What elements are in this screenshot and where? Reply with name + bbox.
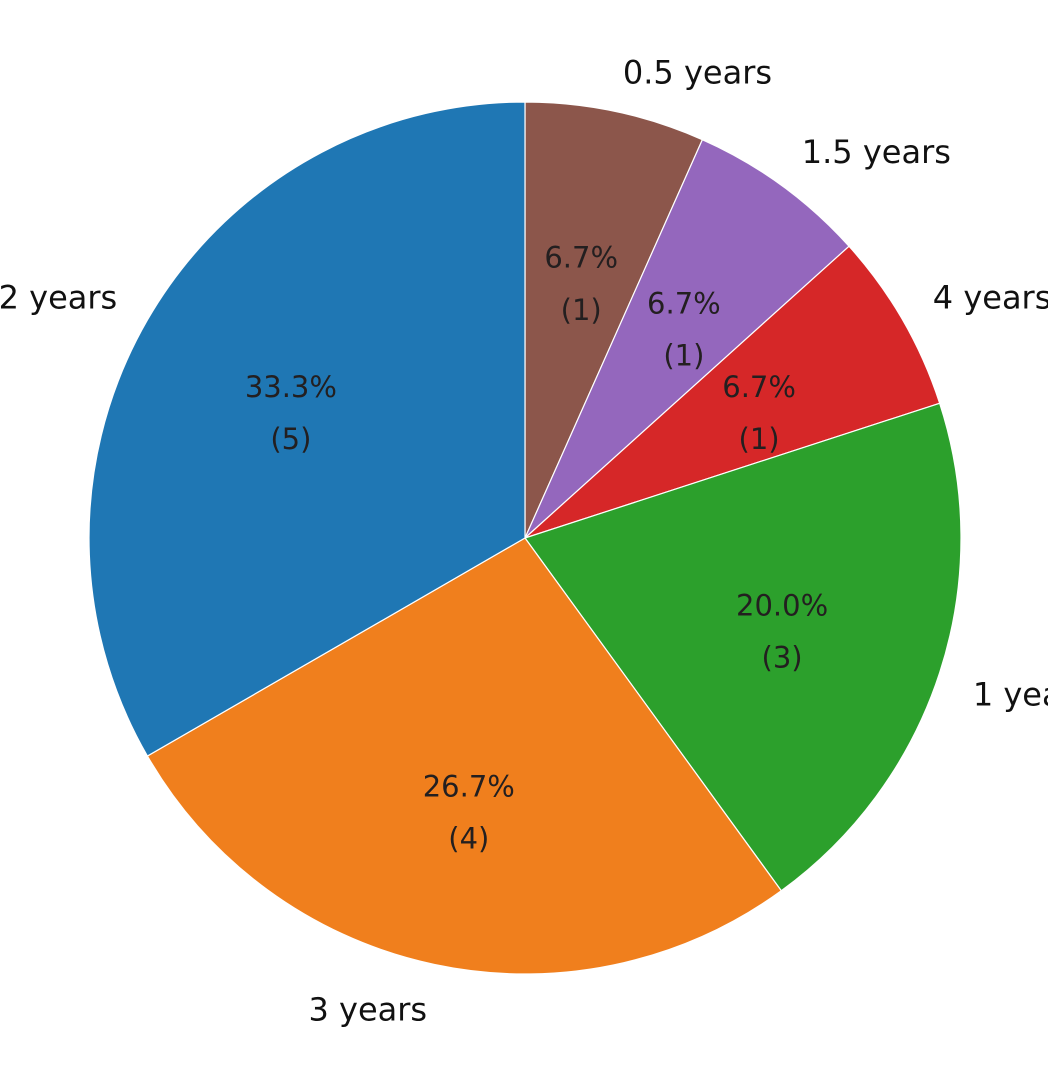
- slice-percent: 6.7%: [722, 370, 796, 404]
- slice-value-labels: 6.7% (1) 6.7% (1) 6.7% (1) 20.0% (3) 26.7% (4) 33.…: [245, 241, 828, 856]
- slice-count: (1): [561, 293, 602, 327]
- slice-percent: 6.7%: [544, 241, 618, 275]
- category-label-1-year: 1 year: [973, 676, 1048, 714]
- category-label-2-years: 2 years: [0, 279, 117, 317]
- slice-value-label-1-year: 20.0% (3): [736, 589, 828, 675]
- pie-slice-3-years: [146, 537, 783, 975]
- slice-value-label-1-5-years: 6.7% (1): [647, 286, 721, 372]
- slice-count: (4): [448, 822, 489, 856]
- pie-slice-2-years: [88, 101, 526, 757]
- slice-count: (5): [270, 422, 311, 456]
- slice-count: (3): [762, 641, 803, 675]
- slice-value-label-3-years: 26.7% (4): [423, 769, 515, 855]
- slice-count: (1): [663, 339, 704, 373]
- slice-percent: 20.0%: [736, 589, 828, 623]
- pie-slice-1-5-years: [524, 138, 850, 539]
- category-labels: 0.5 years 1.5 years 4 years 1 year 3 years 2 …: [0, 53, 1048, 1028]
- slice-value-label-4-years: 6.7% (1): [722, 370, 796, 456]
- pie-slice-0-5-years: [524, 101, 704, 539]
- category-label-4-years: 4 years: [933, 279, 1048, 317]
- slice-value-label-2-years: 33.3% (5): [245, 370, 337, 456]
- category-label-0-5-years: 0.5 years: [623, 53, 772, 91]
- slice-percent: 6.7%: [647, 286, 721, 320]
- category-label-1-5-years: 1.5 years: [802, 133, 951, 171]
- slice-value-label-0-5-years: 6.7% (1): [544, 241, 618, 327]
- pie-slice-4-years: [524, 245, 941, 539]
- pie-slice-1-year: [524, 402, 962, 892]
- slice-percent: 26.7%: [423, 769, 515, 803]
- slice-count: (1): [739, 422, 780, 456]
- category-label-3-years: 3 years: [309, 991, 428, 1029]
- slice-percent: 33.3%: [245, 370, 337, 404]
- slices-layer: [88, 101, 962, 975]
